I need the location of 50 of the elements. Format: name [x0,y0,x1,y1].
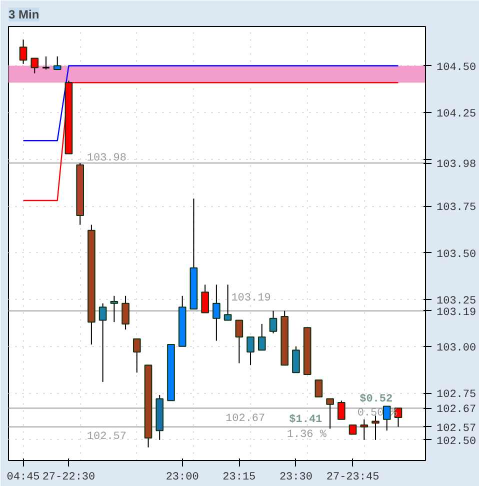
candlestick [212,284,220,342]
candlestick [19,39,28,64]
annotation: 102.67 [226,413,266,426]
annotation: 0.50 % [357,407,398,420]
candlestick [292,346,300,374]
annotation: 103.98 [86,152,127,164]
candlestick [326,398,334,430]
candlestick [258,323,266,351]
candlestick [224,284,232,321]
candlestick [201,284,209,314]
candlestick [53,56,62,70]
annotation: $1.41 [289,412,323,426]
y-tick-label: 103.50 [436,248,476,261]
chart-title: 3 Min [8,8,40,22]
candlestick [30,58,39,74]
y-tick-label: 104.50 [436,62,476,74]
candlestick [372,415,380,440]
y-tick-label: 102.50 [436,436,476,448]
ref-line-label: 103.98 [436,159,476,172]
candlestick [110,295,118,323]
ref-line-label: 102.67 [436,404,476,416]
candlestick [338,400,346,420]
candlestick [42,56,50,70]
candlestick [122,295,130,330]
y-tick-label: 103.25 [436,296,476,308]
y-tick-label: 104.25 [436,108,476,121]
y-tick-label: 102.75 [436,389,476,402]
x-tick-label: 27-23:45 [326,472,380,484]
y-tick-label: 103.75 [436,202,476,214]
candlestick [246,336,254,366]
ref-line-label: 103.19 [436,306,476,319]
candlestick [235,320,244,364]
x-tick-label: 23:30 [279,472,312,484]
candlestick [360,418,368,440]
x-tick-label: 23:15 [222,472,256,484]
y-tick-label: 103.00 [436,342,476,354]
candlestick [269,310,278,334]
x-tick-label: 23:00 [166,472,199,484]
candlestick [382,406,391,432]
x-tick-label: 27-22:30 [42,472,96,484]
annotation: 1.36 % [286,428,327,441]
candlestick [348,424,357,435]
candlestick [132,338,141,374]
candlestick [314,380,323,398]
candlestick [98,302,107,382]
annotation: $0.52 [360,392,393,406]
annotation: 103.19 [231,292,271,305]
annotation: 102.57 [86,430,127,443]
x-tick-label: 04:45 [6,472,40,484]
ref-line-label: 102.57 [436,422,476,435]
